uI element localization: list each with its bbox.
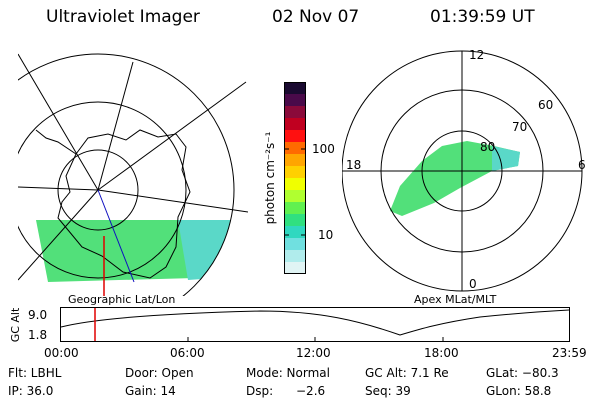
altitude-plot [60, 307, 570, 342]
time-tick-0000: 00:00 [44, 346, 79, 360]
info-gc-alt: GC Alt: 7.1 Re [365, 366, 449, 380]
colorbar-swatch [284, 154, 306, 167]
info-filter: Flt: LBHL [8, 366, 62, 380]
lat-label-80: 80 [480, 140, 496, 154]
colorbar-swatch [284, 190, 306, 203]
altitude-time-ticks [187, 337, 444, 342]
time-tick-1200: 12:00 [296, 346, 331, 360]
info-door: Door: Open [125, 366, 194, 380]
colorbar-swatch [284, 238, 306, 251]
latitude-circle-inner [57, 149, 139, 231]
altitude-ytick-top: 9.0 [28, 308, 48, 322]
mlt-label-0: 0 [469, 277, 477, 291]
auroral-oval [390, 141, 520, 216]
latitude-circle-mid [18, 101, 187, 279]
colorbar-swatch [284, 166, 306, 179]
latitude-circle-outer [18, 53, 235, 296]
mlt-label-6: 6 [578, 158, 586, 172]
orbit-track [97, 189, 135, 283]
time-label: 01:39:59 UT [430, 7, 535, 27]
mlt-label-12: 12 [469, 48, 485, 62]
time-tick-2359: 23:59 [552, 346, 587, 360]
info-mode: Mode: Normal [246, 366, 330, 380]
altitude-ylabel: GC Alt [8, 307, 22, 343]
instrument-title: Ultraviolet Imager [46, 7, 200, 27]
auroral-oval-edge [492, 146, 520, 171]
colorbar-swatch [284, 94, 306, 107]
info-glon: GLon: 58.8 [486, 384, 552, 398]
colorbar-swatch [284, 130, 306, 143]
right-map-label: Apex MLat/MLT [414, 293, 497, 306]
info-seq: Seq: 39 [365, 384, 411, 398]
colorbar-unit-label: photon cm⁻²s⁻¹ [263, 131, 277, 225]
colorbar-tick-100: 100 [312, 142, 335, 156]
colorbar-swatch [284, 226, 306, 239]
colorbar-swatch [284, 250, 306, 263]
geographic-map [18, 53, 248, 296]
mlt-label-18: 18 [346, 158, 362, 172]
colorbar-swatch [284, 106, 306, 119]
time-tick-0600: 06:00 [170, 346, 205, 360]
meridian-lines [18, 53, 248, 281]
color-scale-bar [284, 82, 306, 274]
colorbar-swatch [284, 202, 306, 215]
altitude-curve [60, 309, 570, 336]
colorbar-swatch [284, 118, 306, 131]
lat-label-60: 60 [538, 98, 554, 112]
lat-label-70: 70 [512, 120, 528, 134]
info-dsp-value: −2.6 [296, 384, 326, 398]
colorbar-swatch [284, 142, 306, 155]
info-dsp-label: Dsp: [246, 384, 274, 398]
info-gain: Gain: 14 [125, 384, 176, 398]
altitude-ytick-bottom: 1.8 [28, 328, 48, 342]
antarctica-outline [57, 129, 191, 279]
colorbar-tick-10: 10 [318, 228, 334, 242]
peninsula-outline [35, 129, 77, 155]
colorbar-swatch [284, 214, 306, 227]
magnetic-polar-plot [342, 50, 583, 292]
date-label: 02 Nov 07 [272, 7, 360, 27]
left-map-label: Geographic Lat/Lon [68, 293, 176, 306]
colorbar-swatch [284, 262, 306, 274]
colorbar-swatch [284, 178, 306, 191]
colorbar-swatch [284, 82, 306, 95]
info-ip: IP: 36.0 [8, 384, 54, 398]
time-tick-1800: 18:00 [424, 346, 459, 360]
info-glat: GLat: −80.3 [486, 366, 559, 380]
